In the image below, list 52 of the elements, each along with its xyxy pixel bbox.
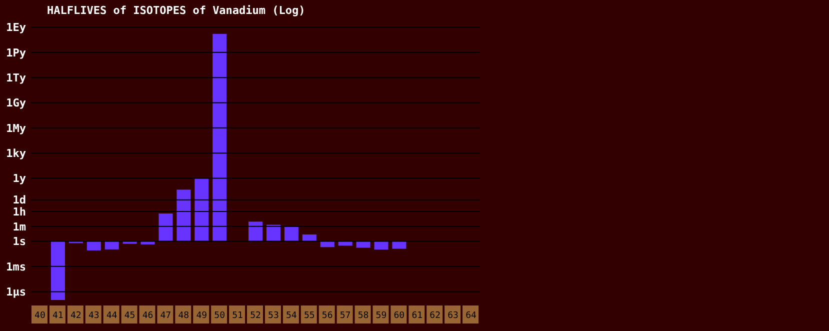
bar [302, 234, 316, 242]
ref-line-label: 1Ty [6, 72, 26, 85]
ref-line-label: 1ky [6, 147, 26, 160]
x-tick-label: 62 [430, 311, 441, 321]
ref-line-label: 1Py [6, 46, 26, 60]
bar [392, 241, 406, 249]
ref-line-label: 1y [12, 172, 26, 186]
x-tick-label: 51 [232, 311, 243, 321]
bar [266, 224, 280, 242]
bar [104, 241, 119, 250]
x-tick-label: 42 [70, 311, 82, 321]
bar [374, 241, 388, 250]
x-tick-label: 64 [466, 311, 476, 321]
bar [212, 34, 227, 242]
x-tick-label: 54 [286, 311, 297, 321]
ref-line-label: 1s [12, 235, 26, 248]
x-tick-label: 55 [304, 311, 315, 321]
x-tick-label: 41 [52, 311, 64, 321]
x-tick-label: 48 [178, 311, 190, 321]
x-tick-label: 40 [34, 311, 46, 321]
x-tick-label: 45 [124, 311, 136, 321]
x-tick-label: 58 [358, 311, 369, 321]
x-tick-label: 59 [376, 311, 387, 321]
bar [284, 226, 298, 242]
x-tick-label: 63 [448, 311, 458, 321]
x-tick-label: 47 [160, 311, 172, 321]
bar [194, 178, 209, 242]
bar [86, 241, 101, 250]
x-tick-label: 49 [196, 311, 208, 321]
x-tick-label: 61 [412, 311, 423, 321]
x-tick-label: 43 [88, 311, 100, 321]
x-tick-label: 44 [106, 311, 118, 321]
ref-line-label: 1Gy [6, 96, 26, 110]
ref-line-label: 1My [6, 122, 26, 135]
ref-line-label: 1h [12, 205, 26, 218]
ref-line-label: 1Ey [6, 21, 26, 34]
chart-title: HALFLIVES of ISOTOPES of Vanadium (Log) [47, 4, 306, 17]
bar [158, 214, 173, 242]
x-tick-label: 50 [214, 311, 225, 321]
ref-line-label: 1m [12, 220, 26, 234]
x-tick-label: 46 [142, 311, 154, 321]
x-tick-label: 53 [268, 311, 279, 321]
bar [50, 241, 65, 300]
x-tick-label: 57 [340, 311, 351, 321]
bar [248, 222, 263, 242]
bar [176, 190, 191, 242]
x-tick-label: 60 [394, 311, 405, 321]
x-tick-label: 52 [250, 311, 261, 321]
ref-line-label: 1μs [6, 286, 26, 299]
ref-line-label: 1d [12, 194, 26, 207]
x-tick-label: 56 [322, 311, 333, 321]
ref-line-label: 1ms [6, 260, 26, 274]
